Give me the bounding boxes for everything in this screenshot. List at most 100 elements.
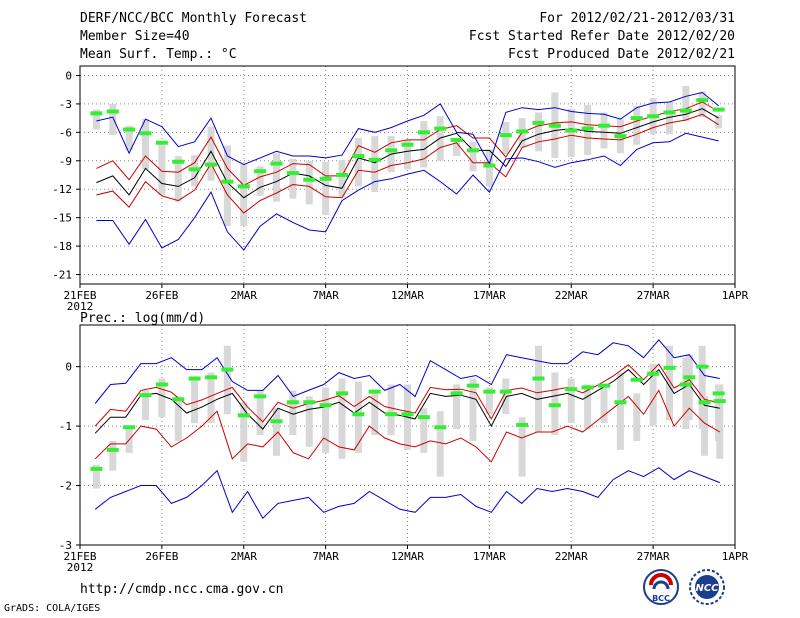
prec-range-box xyxy=(207,372,215,424)
prec-range-box xyxy=(502,378,510,415)
temp-ytick-label: -3 xyxy=(59,98,72,111)
temp-median-marker xyxy=(368,157,381,162)
prec-range-box xyxy=(649,363,657,427)
prec-ytick-label: -1 xyxy=(59,420,72,433)
temp-range-box xyxy=(92,109,100,130)
prec-range-box xyxy=(698,345,706,430)
temp-median-marker xyxy=(630,116,643,121)
prec-max-member-line xyxy=(94,339,720,404)
prec-median-marker xyxy=(683,375,696,380)
prec-median-marker xyxy=(254,394,267,399)
temp-range-box xyxy=(535,112,542,152)
temp-range-box xyxy=(469,141,477,172)
temp-range-box xyxy=(240,164,248,227)
prec-xtick-label: 7MAR xyxy=(312,550,339,563)
prec-median-marker xyxy=(696,364,709,369)
source-url[interactable]: http://cmdp.ncc.cma.gov.cn xyxy=(80,582,284,597)
temp-range-box xyxy=(420,120,428,168)
fcst-started-date: Fcst Started Refer Date 2012/02/20 xyxy=(468,29,735,44)
prec-ensemble-mean-line xyxy=(94,368,720,434)
temp-range-box xyxy=(305,160,313,205)
prec-median-marker xyxy=(614,400,627,405)
prec-median-marker xyxy=(467,383,479,388)
prec-median-marker xyxy=(516,422,529,427)
prec-year-label: 2012 xyxy=(67,561,94,574)
prec-range-box xyxy=(666,345,673,421)
prec-median-marker xyxy=(352,412,365,417)
prec-median-marker xyxy=(155,382,168,387)
prec-range-box xyxy=(273,408,280,456)
chart-title: DERF/NCC/BCC Monthly Forecast xyxy=(80,11,307,26)
prec-median-marker xyxy=(565,387,578,392)
prec-median-marker xyxy=(106,447,119,452)
prec-range-box xyxy=(223,345,231,415)
prec-range-box xyxy=(92,464,100,489)
prec-median-marker xyxy=(581,385,594,390)
prec-range-box xyxy=(305,396,313,447)
prec-xtick-label: 26FEB xyxy=(145,550,178,563)
temp-median-marker xyxy=(483,163,496,168)
prec-median-marker xyxy=(630,377,643,382)
prec-range-box xyxy=(453,384,461,430)
bcc-logo: BCC xyxy=(643,569,679,605)
temp-median-marker xyxy=(188,167,201,172)
temp-range-box xyxy=(142,119,149,170)
variable-label: Mean Surf. Temp.: °C xyxy=(80,47,237,62)
temp-median-marker xyxy=(647,114,660,119)
prec-median-marker xyxy=(221,367,234,372)
prec-spread-upper-line xyxy=(94,363,720,427)
prec-median-marker xyxy=(598,383,610,388)
temp-median-marker xyxy=(336,173,348,177)
prec-xtick-label: 21FEB xyxy=(63,550,96,563)
prec-median-marker xyxy=(713,399,726,404)
temp-median-marker xyxy=(155,140,168,145)
temp-median-marker xyxy=(565,128,578,133)
prec-median-marker xyxy=(417,415,430,420)
temp-median-marker xyxy=(581,126,594,131)
prec-xtick-label: 1APR xyxy=(722,550,749,563)
temp-median-marker xyxy=(270,161,283,166)
temp-median-marker xyxy=(614,134,627,139)
prec-median-marker xyxy=(286,400,299,405)
prec-median-marker xyxy=(679,382,692,387)
temp-median-marker xyxy=(286,171,299,176)
prec-ytick-label: -3 xyxy=(59,539,72,552)
temp-spread-upper-line xyxy=(96,101,719,187)
prec-ytick-label: -2 xyxy=(59,480,72,493)
temp-median-marker xyxy=(139,131,152,136)
prec-median-marker xyxy=(663,365,676,370)
temp-xtick-label: 21FEB xyxy=(63,289,96,302)
temp-range-box xyxy=(698,91,706,118)
temp-ytick-label: -9 xyxy=(59,155,72,168)
forecast-period: For 2012/02/21-2012/03/31 xyxy=(539,11,735,26)
temp-range-box xyxy=(174,156,182,202)
prec-median-marker xyxy=(647,371,660,376)
prec-range-box xyxy=(387,384,395,435)
prec-range-box xyxy=(142,390,149,421)
prec-range-box xyxy=(158,378,166,418)
temp-range-box xyxy=(322,161,330,215)
prec-range-box xyxy=(685,354,693,421)
prec-ytick-label: 0 xyxy=(65,361,72,374)
bcc-logo-text: BCC xyxy=(652,594,670,603)
temp-max-member-line xyxy=(96,91,719,166)
prec-median-marker xyxy=(548,403,561,408)
temp-panel: 0 -3 -6 -9 -12 -15 -18 -21 21FEB 26FEB 2MAR 7MAR 12M… xyxy=(52,65,749,313)
temp-median-marker xyxy=(385,148,398,153)
prec-range-box xyxy=(616,372,624,450)
prec-range-box xyxy=(420,408,428,453)
prec-median-marker xyxy=(401,412,414,417)
prec-median-marker xyxy=(319,403,332,408)
temp-median-marker xyxy=(548,123,561,128)
prec-range-box xyxy=(701,396,709,456)
temp-xtick-label: 22MAR xyxy=(555,289,588,302)
temp-range-box xyxy=(633,105,641,145)
temp-range-box xyxy=(502,121,510,155)
prec-range-box xyxy=(256,390,264,435)
temp-median-marker xyxy=(90,111,103,116)
temp-xtick-label: 26FEB xyxy=(145,289,178,302)
temp-median-marker xyxy=(516,129,529,134)
temp-median-marker xyxy=(679,108,692,113)
temp-range-box xyxy=(682,85,690,121)
prec-median-marker xyxy=(698,400,711,405)
